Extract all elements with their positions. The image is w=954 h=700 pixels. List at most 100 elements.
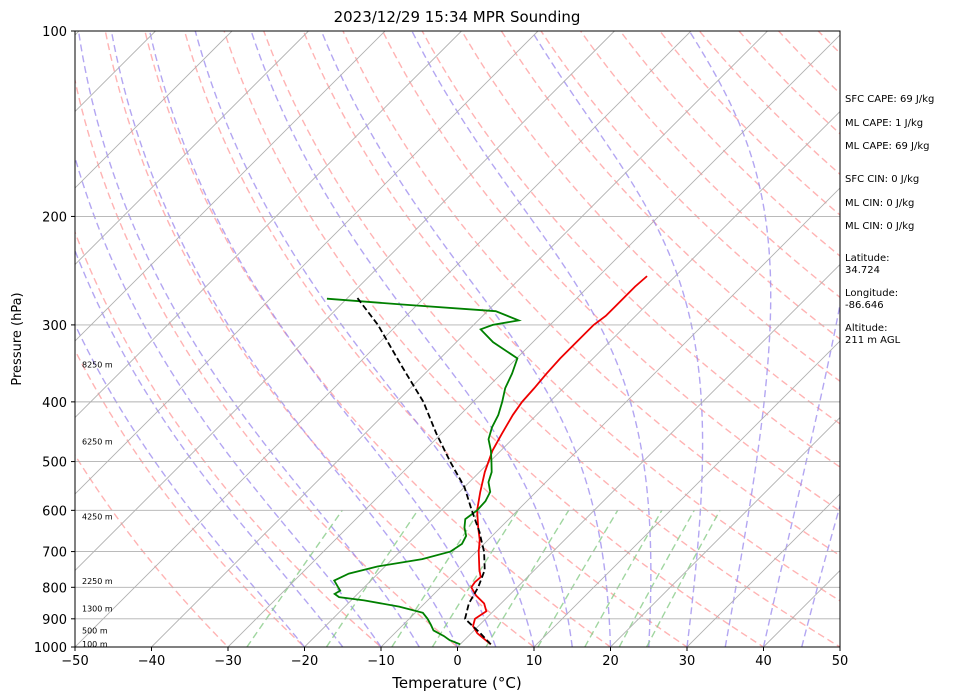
isotherm-line [75,31,539,495]
mixing-ratio-line [246,509,343,647]
moist-adiabat-line [75,322,306,647]
isotherm-line [75,31,309,266]
dry-adiabat-line [658,31,840,216]
height-label: 100 m [82,640,108,649]
x-tick-label: 10 [526,654,543,669]
dry-adiabat-line [75,230,383,647]
stats-annotation: ML CAPE: 69 J/kg [845,141,929,152]
isotherm-line [457,263,840,647]
isotherm-line [75,31,386,342]
isotherm-line [151,31,768,647]
mixing-ratio-line [485,509,570,647]
y-axis-label: Pressure (hPa) [10,292,25,385]
stats-annotation: ML CIN: 0 J/kg [845,221,914,232]
height-label: 4250 m [82,513,113,522]
isotherm-line [304,110,840,647]
dry-adiabat-line [104,31,536,647]
y-tick-label: 200 [42,210,67,225]
isotherm-line [75,31,233,189]
x-tick-label: 30 [679,654,696,669]
moist-adiabat-line [531,31,704,647]
x-tick-label: −20 [291,654,318,669]
moist-adiabat-line [148,31,497,647]
y-tick-label: 900 [42,613,67,628]
parcel-line [355,296,492,645]
y-tick-label: 600 [42,504,67,519]
moist-adiabat-line [411,31,652,647]
height-label: 6250 m [82,438,113,447]
mixing-ratio-line [391,509,481,647]
height-label: 2250 m [82,577,113,586]
dry-adiabat-line [263,31,840,647]
x-tick-label: −10 [367,654,394,669]
moist-adiabat-line [75,248,344,647]
dry-adiabat-line [698,31,840,176]
y-tick-label: 400 [42,396,67,411]
moist-adiabat-line [250,31,573,647]
stats-annotation: ML CAPE: 1 J/kg [845,118,923,129]
isotherm-line [0,31,3,647]
y-tick-label: 1000 [34,641,67,656]
stats-annotation: Altitude: [845,323,887,334]
dry-adiabat-line [302,31,840,602]
x-tick-label: 0 [453,654,461,669]
isotherm-line [380,187,840,647]
x-tick-label: 40 [755,654,772,669]
stats-annotations: SFC CAPE: 69 J/kg ML CAPE: 1 J/kg ML CAPE:… [845,94,934,346]
height-label: 1300 m [82,605,113,614]
dry-adiabat-line [619,31,840,257]
moist-adiabat-line [110,31,459,647]
dry-adiabat-line [75,453,229,647]
y-tick-label: 100 [42,25,67,40]
y-tick-label: 800 [42,581,67,596]
stats-annotation: Longitude: [845,288,898,299]
stats-annotation: 211 m AGL [845,335,901,346]
dry-adiabat-line [183,31,689,647]
x-axis-label: Temperature (°C) [391,674,521,692]
stats-annotation: 34.724 [845,265,880,276]
stats-annotation: Latitude: [845,253,890,264]
dry-adiabat-line [223,31,765,647]
moist-adiabat-line [688,31,772,647]
moist-adiabat-line [194,31,535,647]
height-label: 8250 m [82,361,113,370]
isotherm-line [686,493,840,647]
x-tick-label: −30 [214,654,241,669]
mixing-ratio-line [431,509,519,647]
stats-annotation: SFC CIN: 0 J/kg [845,174,919,185]
stats-annotation: ML CIN: 0 J/kg [845,198,914,209]
isotherm-line [227,34,840,647]
y-tick-label: 300 [42,319,67,334]
y-tick-label: 500 [42,456,67,471]
dewpoint-line [326,297,522,646]
stats-annotation: SFC CAPE: 69 J/kg [845,94,934,105]
background-lines [0,31,840,647]
moist-adiabat-line [801,503,840,647]
isotherm-line [610,416,840,647]
isotherm-line [75,31,615,572]
y-tick-label: 700 [42,546,67,561]
isotherm-line [75,31,462,419]
plot-frame [74,30,841,648]
x-tick-label: 20 [602,654,619,669]
x-tick-label: 50 [832,654,849,669]
dry-adiabat-line [75,348,306,647]
x-tick-label: −50 [61,654,88,669]
moist-adiabat-line [77,31,420,647]
dry-adiabat-line [144,31,612,647]
height-label: 500 m [82,626,108,635]
height-labels: 100 m 500 m 1300 m 2250 m 4250 m 6250 m 8250 m [82,361,113,649]
chart-title: 2023/12/29 15:34 MPR Sounding [334,8,581,26]
stats-annotation: -86.646 [845,300,884,311]
pressure-gridlines [75,31,840,647]
temperature-line [470,275,648,646]
moist-adiabat-line [762,301,840,647]
x-tick-label: −40 [138,654,165,669]
dry-adiabat-line [75,77,459,647]
sounding-series [326,275,648,646]
isotherm-line [75,31,692,647]
x-axis-ticks: −50 −40 −30 −20 −10 0 10 20 30 40 50 [61,647,848,669]
isotherm-line [533,340,840,647]
moist-adiabat-line [75,155,382,647]
